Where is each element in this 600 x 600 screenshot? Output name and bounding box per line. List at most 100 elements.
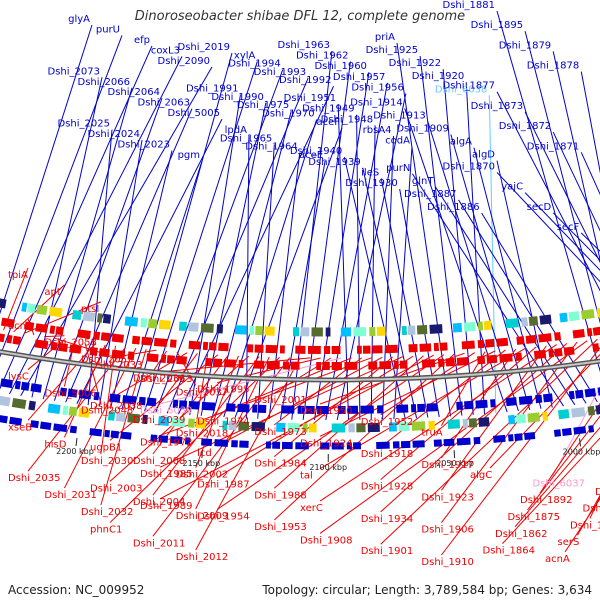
callout-line <box>245 136 250 419</box>
callout-line <box>257 144 275 419</box>
summary-text: Topology: circular; Length: 3,789,584 bp… <box>262 583 592 597</box>
reverse-gene-label: Dshi_1974 <box>197 416 249 427</box>
reverse-gene-label: acnB <box>8 321 33 332</box>
reverse-gene-label: Dshi_2037 <box>176 387 228 398</box>
feature-block <box>533 349 547 360</box>
feature-block <box>505 318 519 329</box>
forward-gene-label: aceE <box>299 150 323 161</box>
callout-line <box>564 497 600 553</box>
reverse-gene-label: Dshi_1918 <box>361 449 413 460</box>
feature-block <box>464 400 474 410</box>
callout-line <box>527 415 600 511</box>
feature-block <box>138 396 146 406</box>
forward-gene-label: Dshi_2066 <box>78 77 130 88</box>
forward-gene-label: Dshi_1965 <box>220 133 272 144</box>
feature-block <box>493 434 506 443</box>
callout-line <box>273 356 393 457</box>
gene-labels: glyApurUefpcoxL3Dshi_2090Dshi_2073Dshi_2… <box>8 0 600 568</box>
forward-gene-label: codA <box>385 136 410 147</box>
reverse-gene-label: Dshi_2003 <box>90 483 142 494</box>
callout-line <box>319 340 588 534</box>
feature-block <box>586 327 593 337</box>
reverse-gene-label: Dshi_2009 <box>176 511 228 522</box>
reverse-gene-label: phnC1 <box>90 525 122 536</box>
reverse-gene-label: Dshi_1985 <box>140 469 192 480</box>
reverse-gene-label: Dshi_1906 <box>421 525 473 536</box>
reverse-gene-label: Dshi_1972 <box>140 437 192 448</box>
reverse-gene-label: Dshi_2018 <box>176 429 228 440</box>
feature-block <box>107 411 116 421</box>
feature-block <box>554 332 562 341</box>
reverse-gene-label: Dshi_2039 <box>133 415 185 426</box>
feature-block <box>115 412 126 422</box>
feature-block <box>89 428 103 437</box>
callout-line <box>580 152 600 196</box>
feature-block <box>429 324 443 334</box>
feature-block <box>96 313 103 323</box>
feature-block <box>27 303 36 314</box>
feature-block <box>463 321 476 332</box>
callout-line <box>441 341 578 523</box>
feature-block <box>539 314 552 325</box>
forward-gene-label: Dshi_1920 <box>412 71 464 82</box>
forward-gene-label: Dshi_1886 <box>427 202 479 213</box>
feature-block <box>110 430 120 439</box>
forward-gene-label: Dshi_1895 <box>471 20 523 31</box>
feature-block <box>486 354 498 364</box>
reverse-gene-label: apt <box>44 287 60 298</box>
feature-block <box>563 346 575 356</box>
reverse-gene-label: Dshi_1928 <box>361 482 413 493</box>
feature-block <box>443 438 455 447</box>
feature-block <box>153 337 168 348</box>
feature-block <box>78 407 90 418</box>
forward-gene-label: Dshi_2023 <box>118 140 170 151</box>
callout-line <box>87 129 113 406</box>
reverse-gene-label: algC <box>470 470 492 481</box>
feature-block <box>120 431 132 440</box>
reverse-gene-label: xerC <box>300 503 323 514</box>
forward-gene-label: ileS <box>361 167 379 178</box>
feature-block <box>201 401 216 411</box>
reverse-gene-label: Dshi_2013 <box>140 374 192 385</box>
reverse-gene-label: Dshi_1934 <box>361 514 413 525</box>
callout-line <box>152 353 198 414</box>
feature-block <box>447 419 461 429</box>
feature-block <box>554 347 563 357</box>
forward-gene-label: Dshi_1975 <box>237 100 289 111</box>
feature-block <box>200 323 214 333</box>
feature-block <box>146 353 159 363</box>
feature-block <box>421 359 436 368</box>
tick-label: 2000 kbp <box>563 447 600 456</box>
callout-line <box>273 353 455 521</box>
feature-block <box>171 417 186 428</box>
reverse-gene-label: Dshi_6037 <box>533 478 585 489</box>
reverse-gene-label: Dshi_2030 <box>81 456 133 467</box>
callout-line <box>152 350 168 372</box>
feature-block <box>69 344 82 354</box>
feature-block <box>478 417 490 427</box>
feature-block <box>14 380 21 390</box>
forward-gene-label: Dshi_1881 <box>443 0 495 11</box>
feature-block <box>21 302 28 312</box>
feature-block <box>468 418 478 428</box>
reverse-gene-label: Dshi_1862 <box>495 529 547 540</box>
feature-block <box>100 332 111 342</box>
feature-block <box>426 403 438 412</box>
forward-gene-label: Dshi_1957 <box>333 72 385 83</box>
feature-block <box>141 336 153 346</box>
feature-block <box>514 433 523 441</box>
feature-block <box>158 319 171 330</box>
callout-line <box>20 66 213 396</box>
feature-block <box>584 388 596 398</box>
feature-block <box>35 323 48 333</box>
feature-block <box>573 426 587 435</box>
forward-gene-label: purU <box>96 24 120 35</box>
feature-block <box>39 421 52 430</box>
forward-gene-label: Dshi_1873 <box>471 101 523 112</box>
callout-line <box>552 51 600 262</box>
feature-block <box>596 308 600 318</box>
callout-line <box>380 338 598 545</box>
callout-line <box>279 160 326 420</box>
feature-block <box>47 403 61 415</box>
